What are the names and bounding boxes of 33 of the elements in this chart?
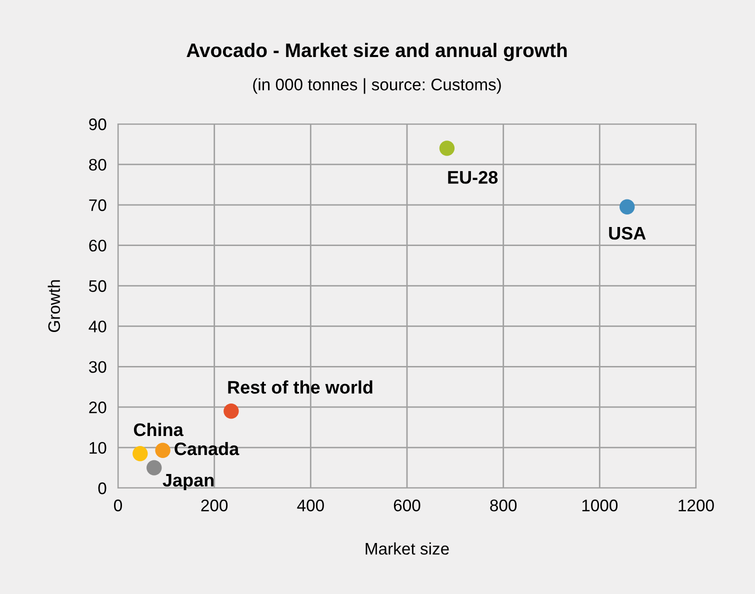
x-tick-label: 0 (114, 500, 122, 512)
chart-subtitle: (in 000 tonnes | source: Customs) (253, 78, 501, 94)
y-tick-label: 20 (89, 402, 106, 414)
y-tick-label: 60 (89, 240, 106, 252)
y-tick-label: 10 (90, 442, 106, 454)
x-axis-title: Market size (366, 542, 449, 555)
point (224, 404, 239, 419)
x-tick-label: 1200 (678, 500, 714, 512)
x-tick-label: 600 (394, 500, 420, 512)
series-label: EU-28 (448, 170, 498, 184)
point (439, 140, 455, 156)
y-tick-label: 90 (89, 118, 106, 130)
point (155, 442, 170, 458)
series-label: USA (609, 226, 646, 240)
series-label: Japan (162, 474, 214, 490)
y-tick-label: 40 (88, 320, 106, 332)
y-tick-label: 80 (89, 158, 106, 171)
point (620, 199, 635, 215)
series-label: China (134, 422, 184, 436)
y-tick-label: 70 (89, 199, 106, 212)
point (146, 460, 162, 476)
y-tick-label: 0 (98, 482, 106, 494)
series-label: Canada (174, 442, 240, 456)
y-tick-label: 50 (89, 280, 106, 292)
chart-title: Avocado - Market size and annual growth (186, 42, 567, 62)
y-tick-label: 30 (88, 361, 106, 373)
x-tick-label: 1000 (582, 500, 618, 512)
y-axis-title: Growth (48, 280, 60, 332)
x-tick-label: 800 (490, 500, 517, 512)
point (132, 446, 148, 462)
series-label: Rest of the world (228, 380, 372, 394)
x-tick-label: 200 (201, 500, 228, 512)
x-tick-label: 400 (297, 500, 324, 512)
